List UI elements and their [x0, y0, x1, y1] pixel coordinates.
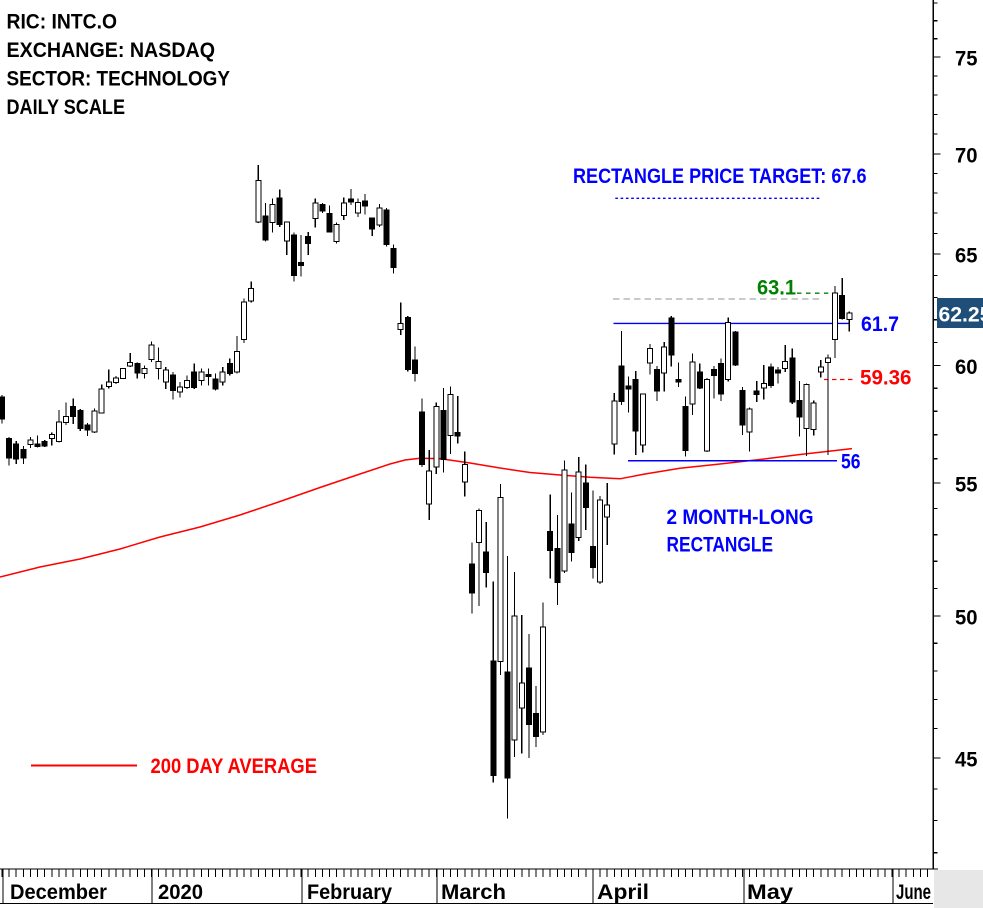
svg-text:60: 60 [955, 356, 978, 379]
svg-text:March: March [441, 881, 506, 904]
svg-text:200 DAY AVERAGE: 200 DAY AVERAGE [151, 755, 318, 778]
svg-text:65: 65 [955, 245, 978, 268]
svg-text:May: May [747, 881, 793, 904]
svg-text:December: December [10, 881, 107, 904]
svg-text:SECTOR: TECHNOLOGY: SECTOR: TECHNOLOGY [7, 68, 231, 91]
svg-text:55: 55 [955, 474, 978, 497]
svg-text:RECTANGLE: RECTANGLE [667, 534, 774, 557]
svg-text:DAILY SCALE: DAILY SCALE [7, 96, 126, 119]
svg-text:2020: 2020 [158, 881, 203, 904]
svg-text:RIC: INTC.O: RIC: INTC.O [7, 11, 118, 34]
svg-text:RECTANGLE PRICE TARGET: 67.6: RECTANGLE PRICE TARGET: 67.6 [573, 165, 867, 188]
svg-text:70: 70 [955, 145, 978, 168]
svg-text:75: 75 [955, 48, 978, 71]
svg-text:61.7: 61.7 [861, 313, 899, 336]
svg-text:45: 45 [955, 749, 978, 772]
svg-text:50: 50 [955, 607, 978, 630]
svg-text:EXCHANGE: NASDAQ: EXCHANGE: NASDAQ [7, 39, 216, 62]
svg-text:June: June [896, 881, 931, 904]
svg-text:2 MONTH-LONG: 2 MONTH-LONG [667, 506, 814, 529]
svg-text:63.1: 63.1 [757, 277, 796, 300]
svg-text:62.25: 62.25 [939, 304, 983, 327]
svg-text:59.36: 59.36 [860, 367, 912, 390]
svg-text:April: April [597, 881, 649, 904]
svg-text:February: February [307, 881, 392, 904]
svg-text:56: 56 [841, 451, 861, 474]
